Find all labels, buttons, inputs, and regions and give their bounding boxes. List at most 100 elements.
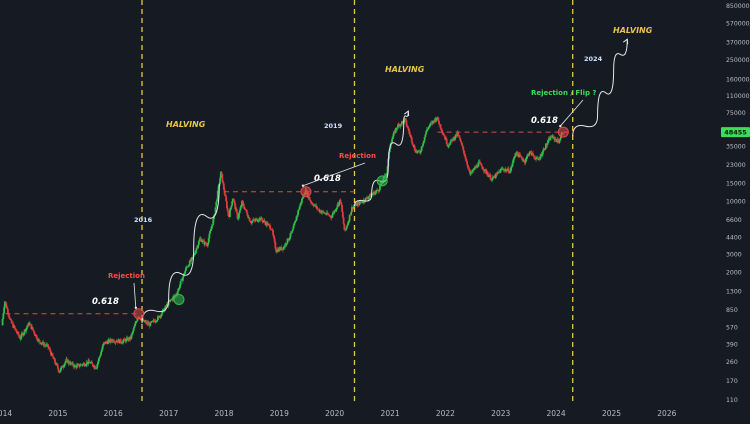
- y-tick-label: 570000: [726, 21, 750, 28]
- candle-body: [164, 305, 167, 309]
- candle-body: [290, 232, 293, 234]
- candle-body: [147, 322, 149, 325]
- fib-level-label: 0.618: [92, 297, 119, 307]
- candle-body: [221, 173, 224, 182]
- candle-body: [151, 320, 154, 322]
- candle-body: [559, 138, 562, 141]
- candle-body: [132, 328, 135, 332]
- candle-body: [502, 168, 505, 170]
- candle-body: [104, 341, 107, 344]
- candle-body: [297, 210, 300, 215]
- candle-body: [193, 254, 196, 256]
- candle-body: [427, 127, 430, 130]
- candle-body: [535, 158, 537, 160]
- arrow-head-icon: [622, 38, 629, 45]
- candle-body: [298, 206, 301, 210]
- halving-label: HALVING: [613, 26, 653, 35]
- candle-body: [49, 349, 52, 353]
- candle-body: [288, 237, 291, 240]
- candle-body: [299, 203, 302, 207]
- candle-body: [136, 318, 139, 322]
- candle-body: [547, 140, 550, 143]
- candle-body: [444, 136, 447, 140]
- y-tick-label: 15000: [726, 181, 746, 188]
- candle-body: [284, 243, 287, 247]
- candle-body: [183, 273, 186, 275]
- candle-body: [216, 199, 218, 202]
- candle-body: [558, 140, 561, 143]
- candle-body: [78, 364, 81, 367]
- candle-body: [361, 202, 364, 204]
- candle-body: [107, 340, 109, 344]
- candle-body: [419, 150, 422, 153]
- candle-body: [121, 342, 124, 344]
- candle-body: [332, 212, 334, 216]
- candle-body: [52, 356, 55, 359]
- candle-body: [282, 246, 285, 250]
- candle-body: [511, 162, 514, 167]
- candle-body: [194, 250, 197, 254]
- highlight-marker: [173, 293, 185, 305]
- candle-body: [329, 215, 332, 218]
- candle-body: [412, 144, 415, 147]
- candle-body: [25, 328, 27, 332]
- candle-body: [291, 231, 293, 233]
- candle-body: [85, 364, 87, 366]
- candle-body: [532, 153, 534, 156]
- candle-body: [53, 358, 56, 363]
- candle-body: [458, 135, 461, 138]
- y-tick-label: 160000: [726, 76, 750, 83]
- candle-body: [188, 265, 190, 267]
- candle-body: [34, 334, 37, 336]
- candle-body: [44, 344, 46, 346]
- candle-body: [350, 211, 353, 216]
- candle-body: [363, 201, 366, 203]
- y-tick-label: 23000: [726, 162, 746, 169]
- candle-body: [232, 198, 235, 201]
- candle-body: [15, 329, 18, 332]
- candle-body: [247, 215, 249, 219]
- candle-body: [467, 167, 470, 169]
- candle-body: [479, 161, 481, 163]
- candle-body: [367, 197, 370, 199]
- candle-body: [65, 359, 68, 362]
- candle-body: [395, 127, 398, 129]
- candle-body: [320, 211, 323, 213]
- candle-body: [488, 176, 490, 177]
- candle-body: [386, 166, 389, 173]
- y-tick-label: 75000: [726, 110, 746, 117]
- candle-body: [205, 244, 208, 246]
- candle-body: [294, 220, 297, 222]
- candle-body: [347, 220, 350, 223]
- candle-body: [349, 214, 352, 216]
- candle-body: [68, 361, 71, 364]
- candle-body: [197, 241, 200, 245]
- candle-body: [227, 210, 230, 216]
- candle-body: [12, 323, 15, 328]
- candle-body: [378, 189, 381, 192]
- x-tick-label: 2014: [0, 409, 12, 418]
- candle-body: [140, 319, 143, 320]
- candle-body: [457, 134, 460, 136]
- candle-body: [123, 338, 126, 340]
- candle-body: [410, 135, 412, 138]
- candle-body: [207, 238, 210, 244]
- candle-body: [22, 333, 25, 336]
- candle-body: [450, 139, 453, 142]
- candle-body: [102, 343, 105, 346]
- candle-body: [285, 243, 288, 245]
- candle-body: [253, 219, 256, 221]
- y-tick-label: 110000: [726, 93, 750, 100]
- candle-body: [526, 156, 528, 158]
- candle-body: [172, 296, 174, 300]
- candle-body: [122, 340, 124, 343]
- fib-level-label: 0.618: [314, 174, 341, 184]
- candle-body: [94, 368, 97, 370]
- candle-body: [48, 348, 51, 350]
- candle-body: [391, 139, 393, 143]
- annotation-arrow: [560, 99, 584, 127]
- candle-body: [8, 315, 11, 319]
- candle-body: [182, 276, 184, 281]
